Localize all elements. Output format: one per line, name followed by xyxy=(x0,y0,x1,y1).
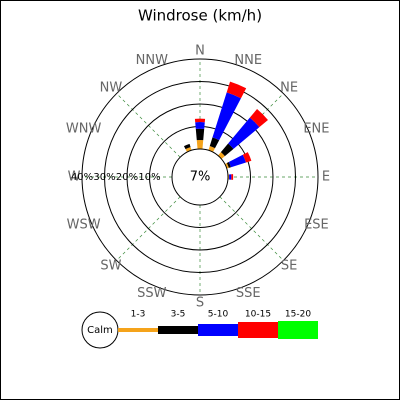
wedge xyxy=(228,117,260,149)
direction-label: SE xyxy=(281,259,297,274)
ring xyxy=(104,81,296,273)
legend-swatch xyxy=(118,328,158,332)
wedge xyxy=(185,147,192,153)
wedge xyxy=(209,137,220,149)
wedge xyxy=(212,92,241,141)
wedge xyxy=(231,174,234,180)
direction-label: S xyxy=(196,296,204,311)
ring-label: 40% xyxy=(71,172,93,183)
direction-label: WSW xyxy=(67,218,101,233)
legend-label: 5-10 xyxy=(208,310,229,320)
direction-label: SSE xyxy=(236,286,261,301)
direction-label: WNW xyxy=(66,121,102,136)
calm-circle xyxy=(171,148,229,206)
wedge xyxy=(242,152,252,163)
direction-label: NNE xyxy=(234,53,262,68)
direction-label: SSW xyxy=(137,286,167,301)
direction-label: NNW xyxy=(136,53,168,68)
direction-label: E xyxy=(322,170,330,185)
legend-swatch xyxy=(158,326,198,334)
wedge xyxy=(183,143,191,150)
wedge xyxy=(228,154,247,168)
wedge xyxy=(195,128,205,141)
direction-label: N xyxy=(195,44,205,59)
calm-value: 7% xyxy=(190,170,211,185)
legend-label: 15-20 xyxy=(285,310,311,320)
chart-title: Windrose (km/h) xyxy=(138,7,262,25)
wedge xyxy=(220,143,234,157)
direction-label: W xyxy=(68,170,81,185)
legend-label: 10-15 xyxy=(245,310,271,320)
ring-label: 20% xyxy=(116,172,138,183)
legend-label: 3-5 xyxy=(171,310,186,320)
wedge xyxy=(229,174,232,180)
legend-swatch xyxy=(198,324,238,336)
wedge xyxy=(196,140,204,150)
wedge xyxy=(226,161,231,168)
direction-label: ESE xyxy=(304,218,329,233)
wedge xyxy=(194,118,206,123)
legend-label: 1-3 xyxy=(131,310,146,320)
ring xyxy=(126,103,274,251)
direction-label: NW xyxy=(100,80,123,95)
wedge xyxy=(249,109,268,128)
wedge xyxy=(195,121,205,129)
legend-calm-label: Calm xyxy=(87,325,113,336)
wedge xyxy=(224,163,229,169)
ring-label: 30% xyxy=(93,172,115,183)
ring xyxy=(81,58,319,296)
legend-swatch xyxy=(278,321,318,339)
wedge xyxy=(217,152,225,160)
direction-label: NE xyxy=(280,80,298,95)
wedge xyxy=(226,81,247,99)
legend-swatch xyxy=(238,322,278,338)
direction-label: ENE xyxy=(303,121,329,136)
ring-label: 10% xyxy=(138,172,160,183)
direction-label: SW xyxy=(100,259,121,274)
